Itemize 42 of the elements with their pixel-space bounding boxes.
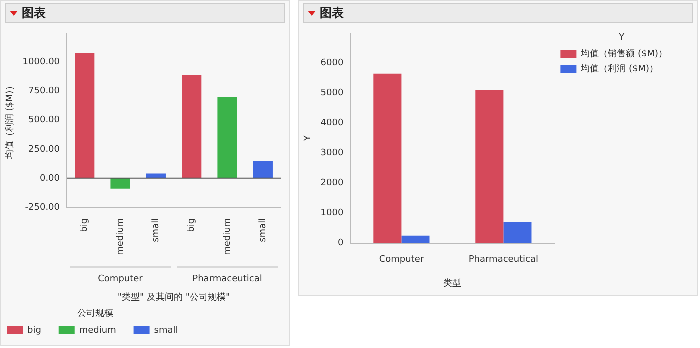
legend-label: 均值（利润 ($M)）: [580, 64, 670, 75]
legend-label: 均值（销售额 ($M)）: [580, 48, 680, 60]
y-tick-label: 6000: [320, 58, 344, 69]
text: Computer: [98, 274, 144, 285]
legend-title: Y: [618, 32, 626, 43]
y-tick-label: -250.00: [25, 202, 60, 213]
y-tick-label: 2000: [320, 178, 344, 189]
bar: [75, 53, 95, 178]
bar: [218, 97, 238, 178]
x-axis-title: "类型" 及其间的 "公司规模": [118, 292, 230, 304]
y-tick-label: 0.00: [40, 174, 60, 184]
x-tick-label: medium: [222, 218, 233, 256]
legend-label: big: [28, 326, 53, 336]
bar: [476, 90, 504, 244]
x-tick-label: big: [187, 218, 198, 232]
bar: [504, 222, 532, 244]
bar: [182, 75, 202, 178]
legend-label: medium: [79, 326, 128, 336]
bar: [253, 161, 273, 178]
y-tick-label: 500.00: [28, 116, 60, 126]
y-tick-label: 250.00: [28, 144, 60, 155]
y-tick-label: 4000: [320, 118, 344, 129]
y-tick-label: 5000: [320, 88, 344, 99]
x-tick-label: medium: [116, 218, 126, 256]
y-axis-title: 均值（利润 ($M)）: [4, 82, 16, 160]
y-tick-label: 750.00: [28, 86, 60, 97]
y-axis-title: Y: [304, 135, 314, 142]
bar: [402, 236, 430, 244]
y-tick-label: 0: [338, 238, 344, 249]
chart-title: 图表: [22, 4, 46, 22]
x-tick-label: small: [152, 218, 162, 242]
y-tick-label: 3000: [320, 148, 344, 159]
y-tick-label: 1000: [320, 208, 344, 219]
y-tick-label: 1000.00: [22, 58, 60, 68]
bar: [374, 74, 402, 244]
x-tick-label: small: [258, 218, 269, 242]
legend-label: small: [154, 326, 190, 336]
x-axis-title: 类型: [444, 278, 462, 289]
chart-title: 图表: [320, 4, 344, 22]
text: Pharmaceutical: [192, 274, 262, 285]
bar: [110, 178, 130, 189]
x-tick-label: big: [80, 218, 90, 232]
